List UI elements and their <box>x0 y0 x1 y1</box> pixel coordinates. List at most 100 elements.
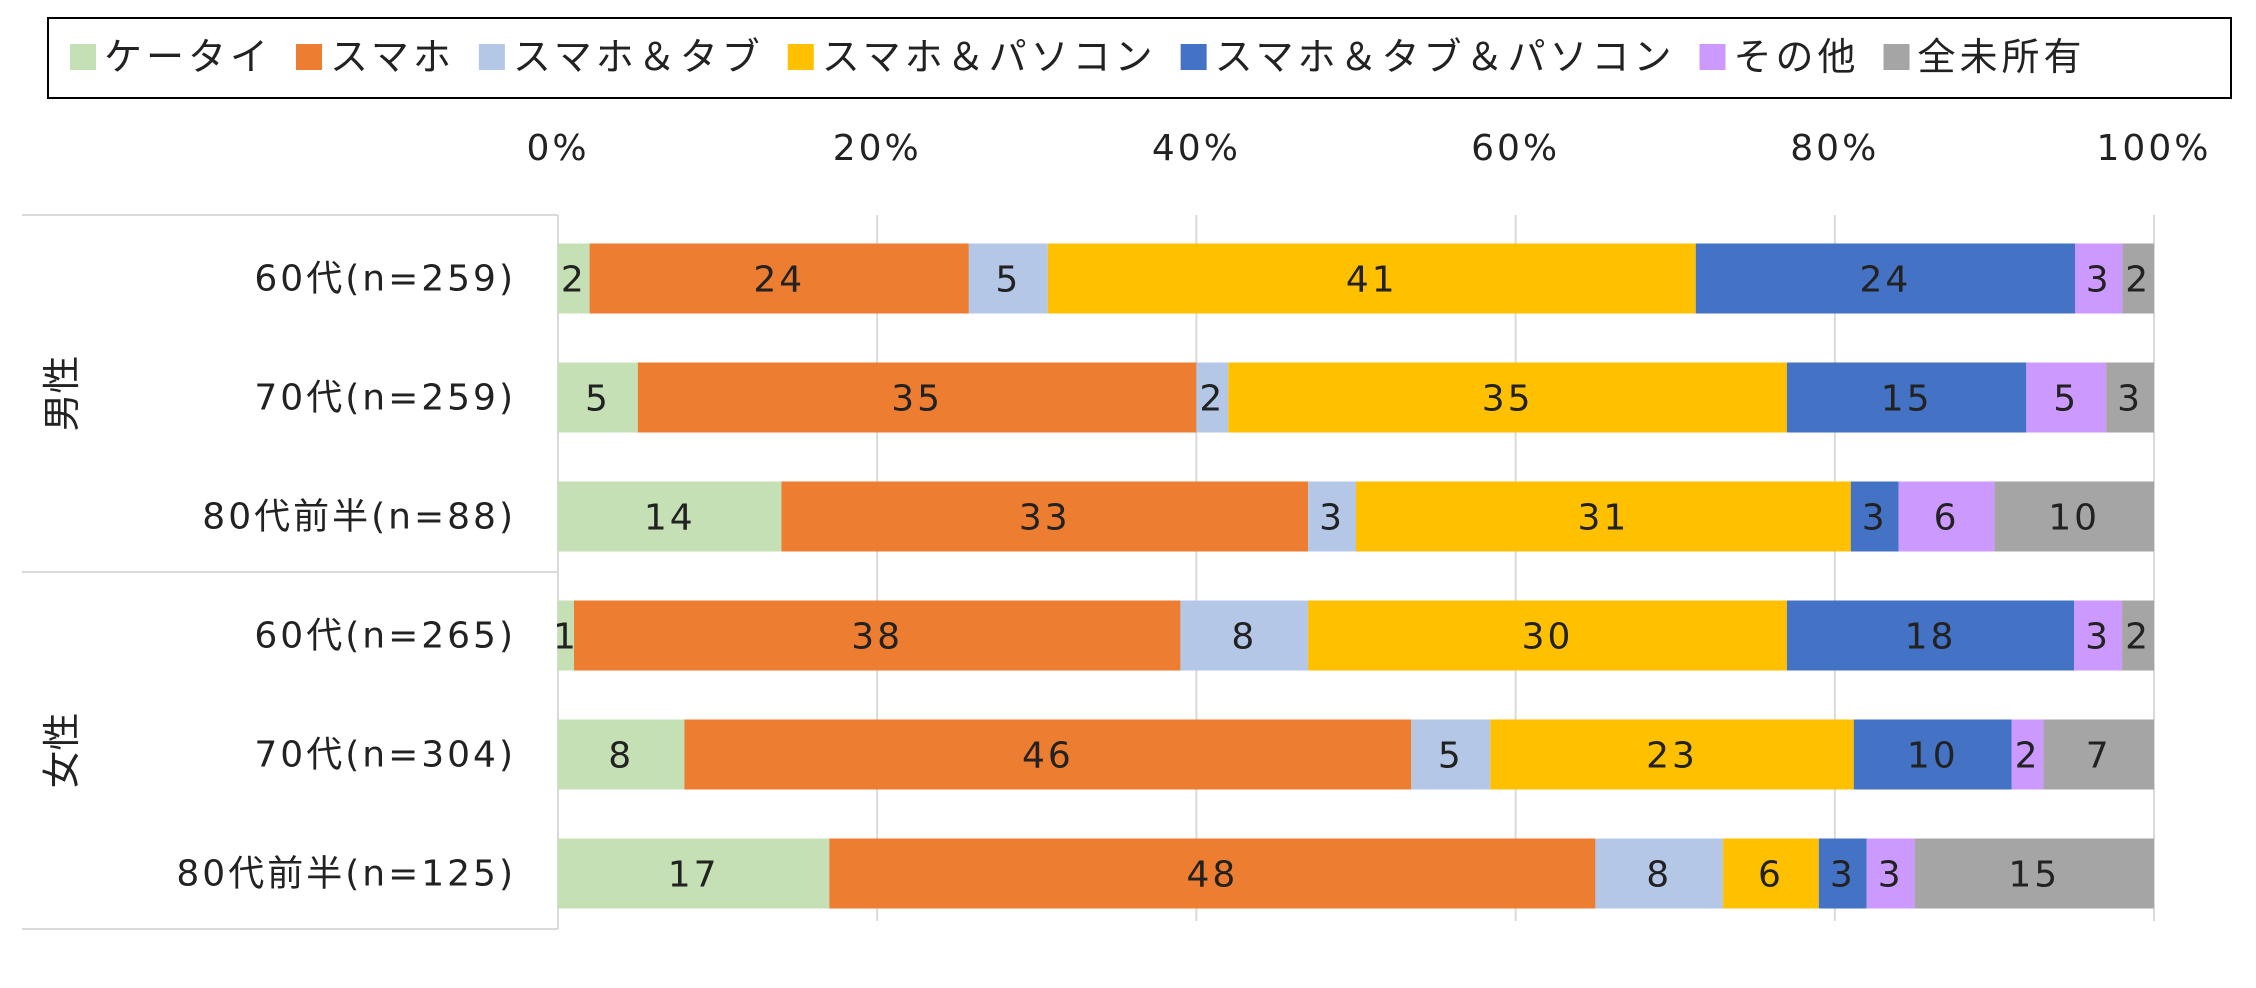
bar-segment <box>2074 600 2123 671</box>
data-label: 3 <box>1830 855 1856 896</box>
legend-entry: スマホ <box>330 35 455 79</box>
bar-segment <box>1047 243 1696 314</box>
bar-segment <box>1356 481 1851 552</box>
bar-segment <box>1411 719 1491 790</box>
gridlines <box>557 215 2155 921</box>
bar-segment <box>2122 243 2154 314</box>
bar-segment <box>1866 838 1915 909</box>
bar-segment <box>558 838 830 909</box>
data-label: 7 <box>2086 736 2112 777</box>
legend-entry: 全未所有 <box>1918 35 2086 79</box>
legend-swatch <box>478 44 505 70</box>
legend-entry: スマホ＆パソコン <box>822 35 1157 79</box>
bar-segment <box>1308 600 1787 671</box>
data-label: 2 <box>2015 736 2041 777</box>
data-label: 3 <box>1319 498 1345 539</box>
x-tick-label: 40% <box>1152 128 1241 169</box>
bar-segment <box>2074 243 2123 314</box>
data-label: 6 <box>1758 855 1784 896</box>
bar-segment <box>1786 600 2075 671</box>
bar-segment <box>1850 481 1899 552</box>
data-label: 30 <box>1522 617 1574 658</box>
data-label: 2 <box>1199 379 1225 420</box>
x-tick-label: 60% <box>1471 128 1560 169</box>
category-label: 80代前半(n=88) <box>202 497 516 538</box>
data-label: 5 <box>2053 379 2079 420</box>
data-label: 8 <box>1646 855 1672 896</box>
legend-swatch <box>1180 44 1207 70</box>
data-label: 10 <box>2048 498 2100 539</box>
data-label: 24 <box>753 260 805 301</box>
data-label: 41 <box>1346 260 1398 301</box>
bar-segment <box>684 719 1412 790</box>
data-label: 18 <box>1905 617 1957 658</box>
data-label: 8 <box>608 736 634 777</box>
bar-segment <box>1723 838 1819 909</box>
data-label: 14 <box>644 498 696 539</box>
legend-swatch <box>296 44 323 70</box>
category-labels: 60代(n=259) 70代(n=259) 80代前半(n=88) 60代(n=265… <box>176 259 516 895</box>
data-label: 1 <box>553 617 579 658</box>
data-label: 2 <box>561 260 587 301</box>
bar-segment <box>1994 481 2154 552</box>
bar-segment <box>1914 838 2154 909</box>
legend-entry: スマホ＆タブ <box>513 35 764 79</box>
data-label: 2 <box>2125 617 2151 658</box>
x-tick-label: 80% <box>1790 128 1879 169</box>
data-label: 3 <box>2117 379 2143 420</box>
bar-segment <box>1308 481 1356 552</box>
category-frame <box>22 214 559 930</box>
data-label: 38 <box>851 617 903 658</box>
bar-segment <box>1898 481 1995 552</box>
data-label: 35 <box>891 379 943 420</box>
bar-segment <box>2026 362 2107 433</box>
data-label: 3 <box>1862 498 1888 539</box>
bar-segment <box>1180 600 1309 671</box>
bar-segment <box>1818 838 1867 909</box>
bar-segment <box>2106 362 2154 433</box>
bars: 2 24 5 41 24 3 25 35 2 35 15 5 314 33 3 31 3 6 101 38 8 30 18 3… <box>553 243 2154 909</box>
group-label: 女性 <box>40 712 84 788</box>
data-label: 24 <box>1859 260 1911 301</box>
group-label: 男性 <box>40 355 84 431</box>
bar-segment <box>637 362 1197 433</box>
data-label: 35 <box>1482 379 1534 420</box>
data-label: 5 <box>585 379 611 420</box>
x-tick-label: 100% <box>2097 128 2212 169</box>
data-label: 5 <box>1438 736 1464 777</box>
bar-segment <box>558 719 685 790</box>
data-label: 5 <box>995 260 1021 301</box>
data-label: 6 <box>1934 498 1960 539</box>
bar-segment <box>558 481 782 552</box>
category-label: 70代(n=259) <box>254 378 516 419</box>
bar-segment <box>1228 362 1787 433</box>
bar-segment <box>1196 362 1229 433</box>
legend-swatch <box>1883 44 1910 70</box>
legend-entry: ケータイ <box>104 35 272 79</box>
x-tick-label: 0% <box>526 128 589 169</box>
bar-segment <box>558 243 590 314</box>
x-tick-label: 20% <box>833 128 922 169</box>
bar-segment <box>1695 243 2075 314</box>
bar-segment <box>2122 600 2154 671</box>
legend-entry: その他 <box>1734 35 1860 79</box>
bar-segment <box>558 600 574 671</box>
legend-entry: スマホ＆タブ＆パソコン <box>1215 35 1676 79</box>
legend-swatch <box>787 44 814 70</box>
bar-segment <box>2011 719 2044 790</box>
bar-segment <box>829 838 1596 909</box>
bar-segment <box>968 243 1048 314</box>
category-label: 80代前半(n=125) <box>176 854 516 895</box>
data-label: 23 <box>1646 736 1698 777</box>
data-label: 15 <box>1881 379 1933 420</box>
legend: ケータイ スマホ スマホ＆タブ スマホ＆パソコン スマホ＆タブ＆パソコン その他 全未所有 <box>70 35 2086 79</box>
data-label: 33 <box>1019 498 1071 539</box>
data-label: 10 <box>1907 736 1959 777</box>
data-label: 3 <box>2085 617 2111 658</box>
data-label: 46 <box>1022 736 1074 777</box>
bar-segment <box>1786 362 2027 433</box>
bar-segment <box>1853 719 2012 790</box>
data-label: 17 <box>668 855 720 896</box>
